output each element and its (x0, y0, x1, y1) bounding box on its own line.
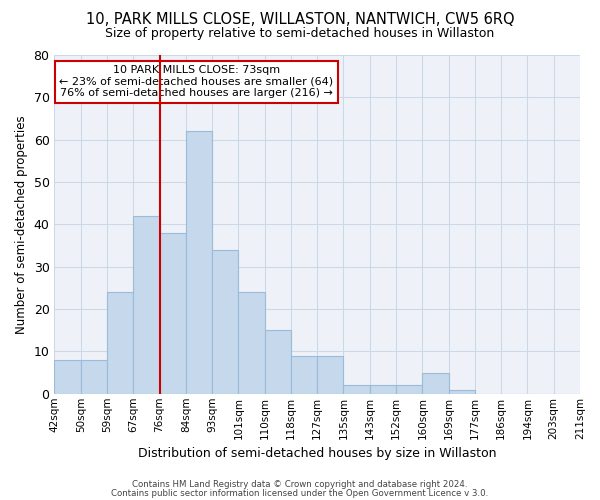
Bar (133, 216, 160, 394)
Text: 10, PARK MILLS CLOSE, WILLASTON, NANTWICH, CW5 6RQ: 10, PARK MILLS CLOSE, WILLASTON, NANTWIC… (86, 12, 514, 28)
Text: 10 PARK MILLS CLOSE: 73sqm
← 23% of semi-detached houses are smaller (64)
76% of: 10 PARK MILLS CLOSE: 73sqm ← 23% of semi… (59, 65, 334, 98)
Text: Contains HM Land Registry data © Crown copyright and database right 2024.: Contains HM Land Registry data © Crown c… (132, 480, 468, 489)
X-axis label: Distribution of semi-detached houses by size in Willaston: Distribution of semi-detached houses by … (138, 447, 496, 460)
Bar (291, 356, 317, 394)
Bar (343, 386, 370, 394)
Bar (370, 386, 396, 394)
Bar (212, 250, 238, 394)
Bar (265, 330, 291, 394)
Y-axis label: Number of semi-detached properties: Number of semi-detached properties (15, 115, 28, 334)
Bar (422, 372, 449, 394)
Text: Contains public sector information licensed under the Open Government Licence v : Contains public sector information licen… (112, 488, 488, 498)
Bar (55, 360, 80, 394)
Bar (449, 390, 475, 394)
Bar (238, 292, 265, 394)
Bar (160, 233, 186, 394)
Bar (80, 360, 107, 394)
Text: Size of property relative to semi-detached houses in Willaston: Size of property relative to semi-detach… (106, 28, 494, 40)
Bar (317, 356, 343, 394)
Bar (186, 131, 212, 394)
Bar (396, 386, 422, 394)
Bar (107, 292, 133, 394)
